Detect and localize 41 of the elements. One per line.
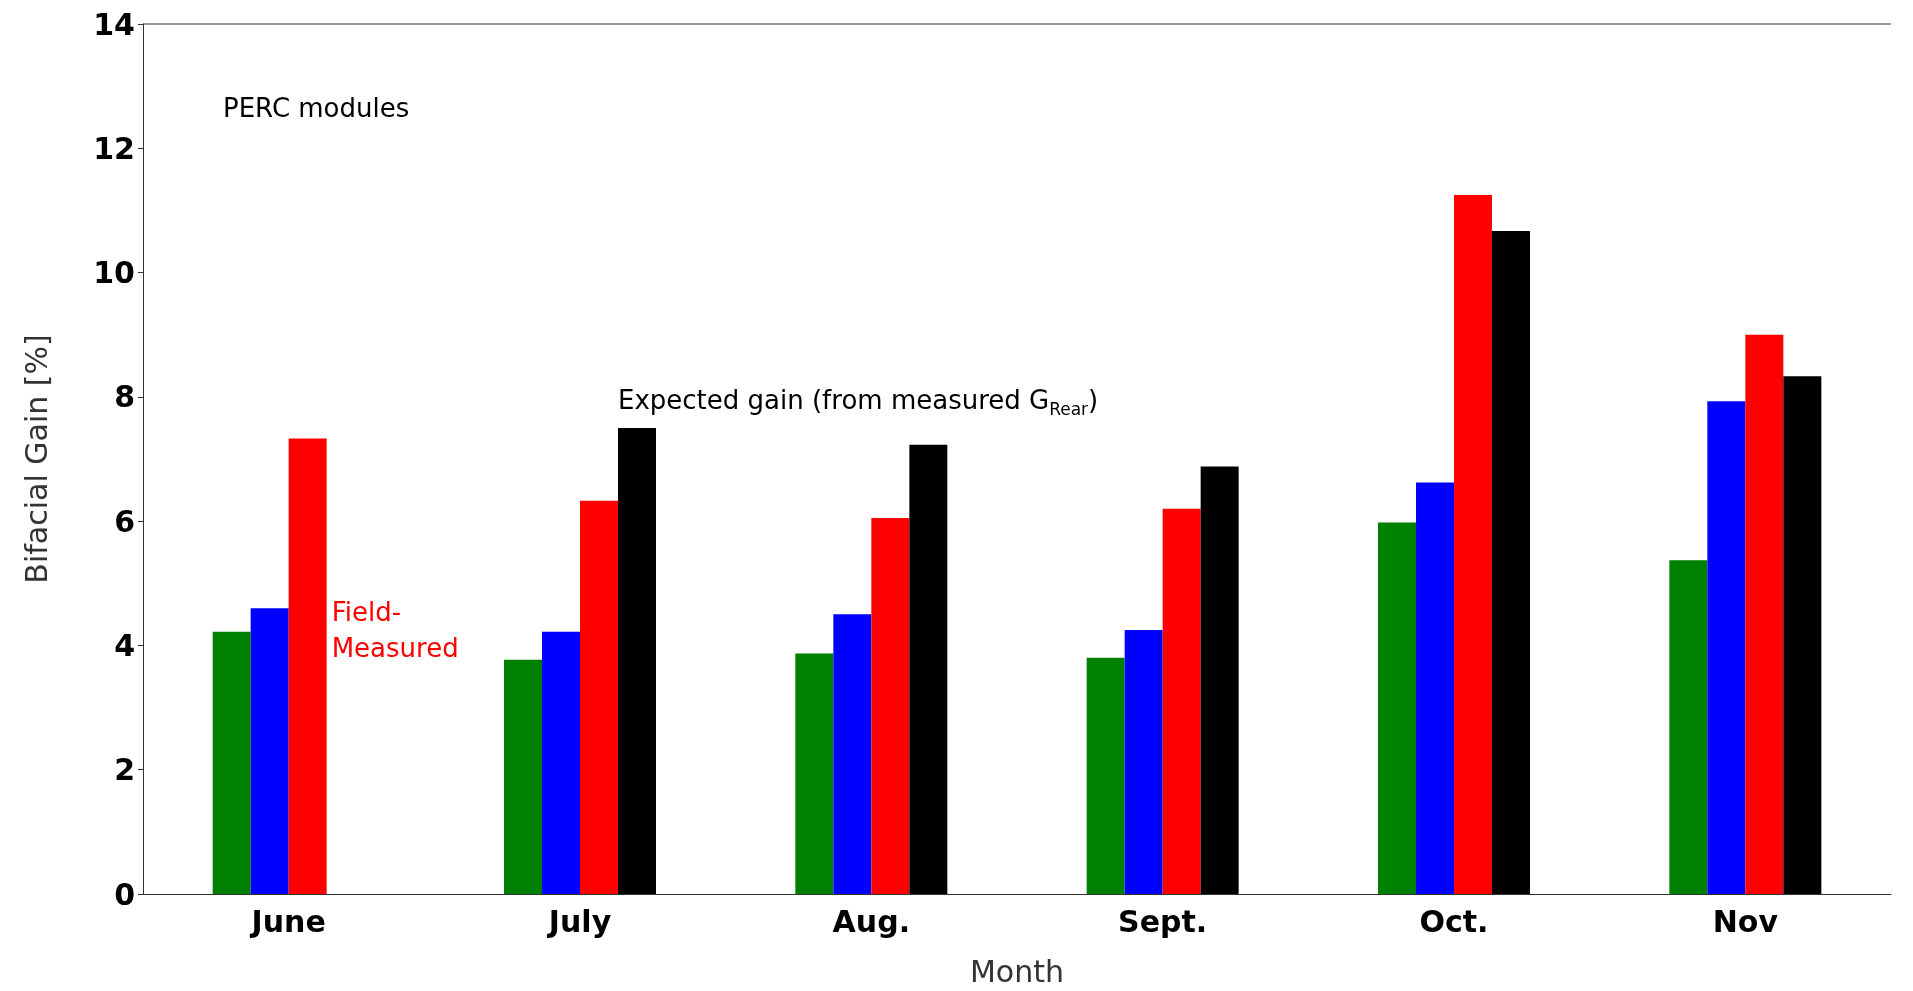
y-tick-label: 4: [114, 627, 135, 663]
x-tick-label: Aug.: [832, 903, 911, 939]
x-tick-label: Nov: [1712, 903, 1779, 939]
x-axis-title: Month: [969, 953, 1065, 989]
y-tick-label: 10: [93, 255, 135, 291]
bar: [1745, 334, 1784, 894]
y-tick-label: 6: [114, 503, 135, 539]
bar: [1707, 401, 1746, 894]
bar: [1162, 508, 1201, 894]
bar: [580, 500, 618, 894]
bar: [909, 444, 948, 894]
bar: [288, 438, 327, 894]
bar: [1492, 230, 1530, 894]
bar: [1378, 522, 1416, 894]
y-tick-label: 12: [93, 130, 135, 166]
y-axis-title: Bifacial Gain [%]: [18, 334, 54, 584]
bar: [795, 653, 834, 894]
y-tick-label: 14: [93, 6, 135, 42]
bar: [618, 427, 656, 894]
bar: [833, 614, 872, 894]
y-tick-label: 8: [114, 379, 135, 415]
x-tick-label: Sept.: [1118, 903, 1208, 939]
x-tick-label: Oct.: [1419, 903, 1489, 939]
bar: [1200, 466, 1239, 894]
bar: [1783, 376, 1822, 894]
bar: [250, 608, 289, 894]
bar: [542, 631, 580, 894]
bar: [871, 518, 910, 894]
bar: [1669, 560, 1708, 894]
annotation: PERC modules: [223, 93, 410, 123]
bar: [504, 659, 542, 894]
bar: [212, 631, 251, 894]
y-tick-label: 2: [114, 752, 135, 788]
series-label: Field-Measured: [331, 597, 459, 664]
bar: [1124, 629, 1163, 894]
x-tick-label: June: [249, 903, 326, 939]
x-tick-label: July: [546, 903, 612, 939]
bar: [1454, 194, 1492, 894]
bar: [1416, 482, 1454, 894]
bar: [1086, 657, 1125, 894]
y-tick-label: 0: [114, 876, 135, 912]
